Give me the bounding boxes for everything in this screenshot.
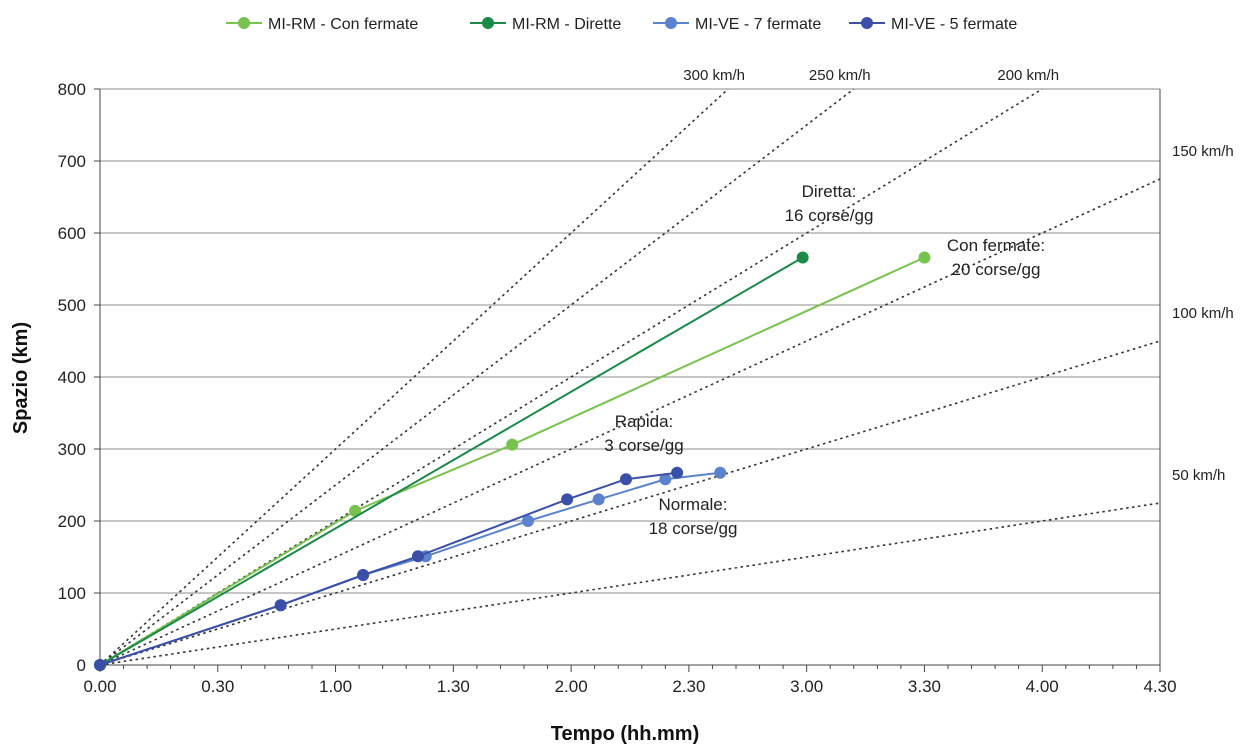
speed-label-100: 100 km/h <box>1172 305 1234 322</box>
annotation-label: 16 corse/gg <box>785 206 874 225</box>
y-tick-label-800: 800 <box>58 80 86 99</box>
legend-marker-mi-ve-5-fermate <box>861 17 873 29</box>
legend-label-mi-ve-5-fermate: MI-VE - 5 fermate <box>891 16 1017 33</box>
legend-marker-mi-rm-con-fermate <box>238 17 250 29</box>
annotation-label: 20 corse/gg <box>952 260 1041 279</box>
y-tick-label-100: 100 <box>58 584 86 603</box>
axes: 0 100 200 300 400 500 600 700 800 0.00 0.30 1.00 1.3… <box>58 80 1177 696</box>
y-tick-label-600: 600 <box>58 224 86 243</box>
x-axis-title: Tempo (hh.mm) <box>551 723 700 745</box>
x-tick-label-2-00: 2.00 <box>555 677 588 696</box>
x-tick-label-1-30: 1.30 <box>437 677 470 696</box>
data-point-mi-ve-5-fermate <box>561 493 574 506</box>
y-tick-label-0: 0 <box>77 656 86 675</box>
annotation-label: 3 corse/gg <box>604 436 683 455</box>
x-tick-label-1-00: 1.00 <box>319 677 352 696</box>
data-point-mi-ve-5-fermate <box>671 466 684 479</box>
x-tick-label-4-30: 4.30 <box>1143 677 1176 696</box>
speed-label-250: 250 km/h <box>809 67 871 84</box>
annotation-label: Diretta: <box>802 182 857 201</box>
legend-label-mi-rm-con-fermate: MI-RM - Con fermate <box>268 16 418 33</box>
series-group <box>94 251 931 671</box>
legend-marker-mi-ve-7-fermate <box>665 17 677 29</box>
x-tick-label-0-00: 0.00 <box>83 677 116 696</box>
y-tick-label-200: 200 <box>58 512 86 531</box>
speed-line-250 <box>99 88 855 666</box>
data-point-mi-rm-con-fermate <box>918 251 931 264</box>
data-point-mi-ve-5-fermate <box>94 659 106 671</box>
x-tick-label-2-30: 2.30 <box>672 677 705 696</box>
data-point-mi-ve-7-fermate <box>522 515 535 527</box>
speed-line-100 <box>99 340 1161 666</box>
data-point-mi-ve-7-fermate <box>714 466 727 479</box>
legend-marker-mi-rm-dirette <box>482 17 494 29</box>
speed-label-300: 300 km/h <box>683 67 745 84</box>
speed-reference-lines: 300 km/h 250 km/h 200 km/h 150 km/h 100 km/h… <box>99 67 1234 666</box>
x-tick-label-4-00: 4.00 <box>1026 677 1059 696</box>
speed-label-50: 50 km/h <box>1172 467 1225 484</box>
data-point-mi-ve-7-fermate <box>659 473 672 486</box>
speed-label-200: 200 km/h <box>997 67 1059 84</box>
speed-line-150 <box>99 178 1161 666</box>
data-point-mi-rm-con-fermate <box>349 504 362 517</box>
data-point-mi-rm-con-fermate <box>506 438 519 451</box>
legend-label-mi-rm-dirette: MI-RM - Dirette <box>512 16 621 33</box>
speed-label-150: 150 km/h <box>1172 143 1234 160</box>
series-line-mi-rm-dirette <box>99 256 804 666</box>
data-point-mi-ve-7-fermate <box>592 493 605 506</box>
y-axis-title: Spazio (km) <box>10 322 32 434</box>
y-tick-label-400: 400 <box>58 368 86 387</box>
x-tick-label-0-30: 0.30 <box>201 677 234 696</box>
speed-line-300 <box>99 88 729 666</box>
grid-lines <box>100 88 1160 594</box>
data-point-mi-rm-dirette <box>796 251 809 264</box>
y-tick-label-500: 500 <box>58 296 86 315</box>
annotation-label: Normale: <box>659 495 728 514</box>
legend-label-mi-ve-7-fermate: MI-VE - 7 fermate <box>695 16 821 33</box>
speed-line-200 <box>99 88 1043 666</box>
data-point-mi-ve-5-fermate <box>619 473 632 486</box>
annotations: Diretta: 16 corse/gg Con fermate: 20 corse/… <box>604 182 1045 538</box>
x-tick-label-3-30: 3.30 <box>908 677 941 696</box>
data-point-mi-ve-5-fermate <box>274 599 287 612</box>
y-tick-label-700: 700 <box>58 152 86 171</box>
legend: MI-RM - Con fermate MI-RM - Dirette MI-VE … <box>226 16 1017 33</box>
data-point-mi-ve-5-fermate <box>357 569 370 581</box>
annotation-label: Con fermate: <box>947 236 1045 255</box>
data-point-mi-ve-5-fermate <box>412 550 424 563</box>
annotation-label: 18 corse/gg <box>649 519 738 538</box>
annotation-label: Rapida: <box>615 412 674 431</box>
x-tick-label-3-00: 3.00 <box>790 677 823 696</box>
speed-line-50 <box>99 502 1161 666</box>
y-tick-label-300: 300 <box>58 440 86 459</box>
series-line-mi-rm-con-fermate <box>99 256 925 666</box>
